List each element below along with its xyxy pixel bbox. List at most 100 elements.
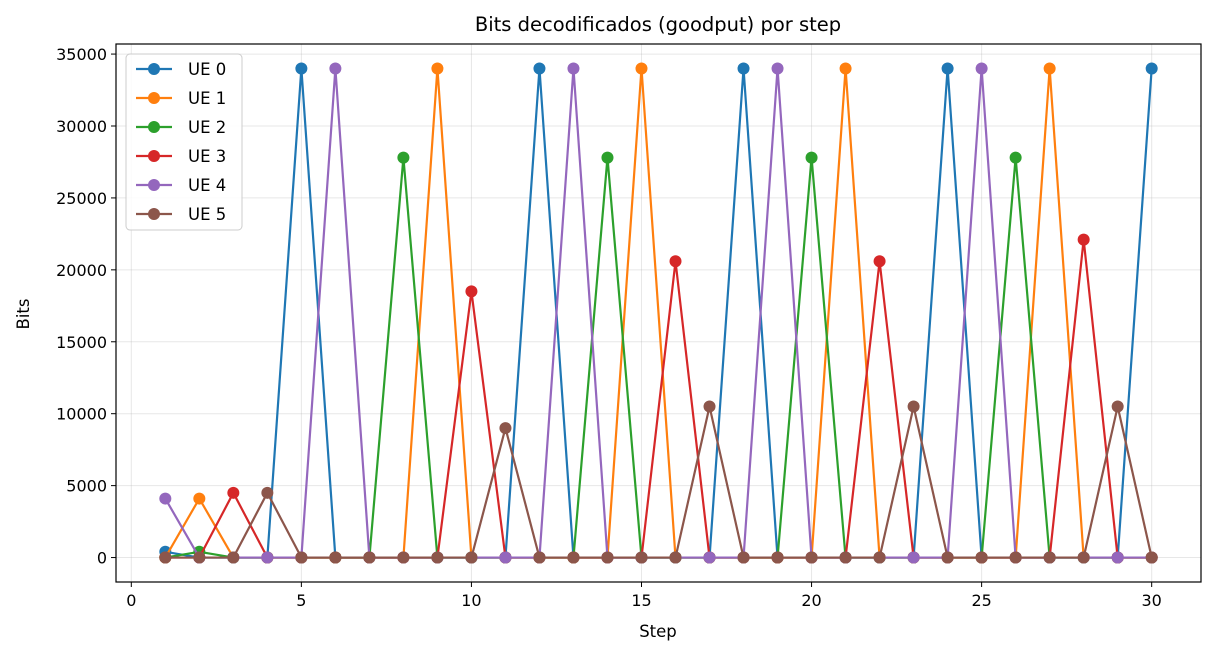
data-point (1043, 551, 1056, 564)
data-point (635, 62, 648, 75)
data-point (329, 551, 342, 564)
data-point (873, 255, 886, 268)
data-point (431, 551, 444, 564)
legend-label: UE 3 (188, 147, 226, 166)
data-point (193, 551, 206, 564)
legend-item: UE 3 (136, 147, 226, 166)
legend-label: UE 1 (188, 89, 226, 108)
data-point (533, 551, 546, 564)
data-point (193, 492, 206, 505)
legend-swatch-marker (148, 63, 160, 75)
data-point (363, 551, 376, 564)
legend-label: UE 5 (188, 205, 226, 224)
data-point (737, 62, 750, 75)
data-point (601, 551, 614, 564)
y-axis: 0 5000 10000 15000 20000 25000 30000 35000 (56, 45, 116, 568)
data-point (431, 62, 444, 75)
y-tick-label: 5000 (66, 477, 107, 496)
chart-title: Bits decodificados (goodput) por step (475, 13, 841, 36)
data-point (295, 62, 308, 75)
data-point (1009, 151, 1022, 164)
legend-item: UE 0 (136, 60, 226, 79)
data-point (805, 151, 818, 164)
data-point (1145, 62, 1158, 75)
data-point (533, 62, 546, 75)
data-point (295, 551, 308, 564)
legend-box (125, 53, 243, 231)
legend-swatch-marker (148, 150, 160, 162)
x-tick-label: 25 (971, 591, 991, 610)
data-point (669, 551, 682, 564)
legend-item: UE 2 (136, 118, 226, 137)
data-point (975, 62, 988, 75)
x-axis-label: Step (639, 622, 677, 641)
data-point (227, 486, 240, 499)
y-tick-label: 20000 (56, 261, 107, 280)
plot-frame (115, 43, 1202, 583)
data-point (941, 62, 954, 75)
data-point (465, 285, 478, 298)
data-point (839, 551, 852, 564)
series-ue-5 (159, 400, 1158, 564)
data-point (397, 151, 410, 164)
data-point (1145, 551, 1158, 564)
data-point (737, 551, 750, 564)
data-point (1111, 400, 1124, 413)
data-point (261, 486, 274, 499)
data-point (907, 400, 920, 413)
x-tick-label: 10 (461, 591, 481, 610)
data-point (941, 551, 954, 564)
y-tick-label: 25000 (56, 189, 107, 208)
data-point (601, 151, 614, 164)
x-tick-label: 20 (801, 591, 821, 610)
data-point (1077, 233, 1090, 246)
data-point (839, 62, 852, 75)
data-point (397, 551, 410, 564)
legend-swatch-marker (148, 208, 160, 220)
x-axis: 0 5 10 15 20 25 30 (126, 582, 1162, 610)
legend-swatch-marker (148, 92, 160, 104)
data-point (329, 62, 342, 75)
y-tick-label: 15000 (56, 333, 107, 352)
data-point (669, 255, 682, 268)
legend-label: UE 4 (188, 176, 226, 195)
data-point (771, 62, 784, 75)
data-point (1077, 551, 1090, 564)
data-point (1043, 62, 1056, 75)
x-tick-label: 15 (631, 591, 651, 610)
y-tick-label: 0 (97, 549, 107, 568)
legend-item: UE 5 (136, 205, 226, 224)
data-point (805, 551, 818, 564)
legend-label: UE 0 (188, 60, 226, 79)
data-point (873, 551, 886, 564)
y-tick-label: 30000 (56, 117, 107, 136)
data-point (975, 551, 988, 564)
data-point (567, 62, 580, 75)
data-point (1111, 551, 1124, 564)
y-tick-label: 10000 (56, 405, 107, 424)
data-point (635, 551, 648, 564)
data-point (465, 551, 478, 564)
data-point (499, 422, 512, 435)
legend-item: UE 1 (136, 89, 226, 108)
data-point (227, 551, 240, 564)
legend-swatch-marker (148, 179, 160, 191)
data-point (703, 551, 716, 564)
legend-swatch-marker (148, 121, 160, 133)
y-axis-label: Bits (14, 299, 33, 330)
x-tick-label: 5 (296, 591, 306, 610)
data-point (567, 551, 580, 564)
legend-label: UE 2 (188, 118, 226, 137)
x-tick-label: 30 (1142, 591, 1162, 610)
data-point (907, 551, 920, 564)
data-point (771, 551, 784, 564)
legend-item: UE 4 (136, 176, 226, 195)
data-point (159, 492, 172, 505)
data-point (703, 400, 716, 413)
series-layer (159, 62, 1158, 564)
data-point (159, 551, 172, 564)
x-tick-label: 0 (126, 591, 136, 610)
data-point (261, 551, 274, 564)
data-point (1009, 551, 1022, 564)
